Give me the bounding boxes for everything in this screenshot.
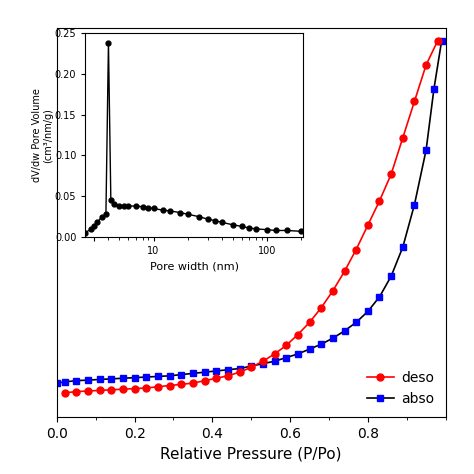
abso (62, 379, 67, 385)
Line: deso: deso (61, 37, 441, 396)
abso (85, 377, 91, 383)
deso (237, 369, 242, 375)
abso (248, 363, 254, 369)
deso (342, 268, 347, 274)
deso (213, 375, 219, 381)
abso (202, 369, 208, 375)
abso (54, 380, 60, 386)
deso (435, 38, 441, 44)
deso (377, 198, 383, 204)
deso (353, 246, 359, 252)
deso (97, 388, 102, 393)
abso (411, 202, 417, 208)
deso (167, 383, 173, 388)
deso (388, 172, 394, 177)
deso (178, 382, 184, 387)
deso (319, 305, 324, 310)
Legend: deso, abso: deso, abso (363, 367, 438, 410)
deso (62, 390, 67, 396)
abso (400, 244, 406, 250)
deso (73, 389, 79, 394)
abso (132, 375, 137, 381)
deso (120, 386, 126, 392)
abso (423, 147, 429, 153)
deso (330, 288, 336, 293)
abso (97, 377, 102, 383)
deso (283, 343, 289, 348)
abso (307, 346, 312, 352)
deso (202, 378, 208, 383)
abso (365, 309, 371, 314)
abso (330, 335, 336, 341)
abso (120, 375, 126, 381)
deso (260, 358, 266, 364)
Y-axis label: dV/dw Pore Volume
(cm³/nm/g): dV/dw Pore Volume (cm³/nm/g) (32, 88, 53, 182)
abso (237, 366, 242, 372)
abso (295, 351, 301, 357)
deso (248, 365, 254, 370)
abso (439, 38, 445, 44)
abso (319, 341, 324, 347)
deso (144, 385, 149, 391)
X-axis label: Pore width (nm): Pore width (nm) (150, 262, 239, 272)
abso (353, 319, 359, 325)
Line: abso: abso (54, 38, 445, 386)
X-axis label: Relative Pressure (P/Po): Relative Pressure (P/Po) (161, 447, 342, 461)
deso (109, 387, 114, 392)
abso (178, 372, 184, 377)
abso (167, 373, 173, 379)
abso (73, 378, 79, 383)
abso (342, 328, 347, 334)
deso (132, 386, 137, 392)
deso (272, 351, 277, 357)
abso (260, 361, 266, 366)
abso (190, 371, 196, 376)
deso (85, 388, 91, 394)
abso (225, 367, 231, 373)
abso (377, 294, 383, 300)
abso (272, 358, 277, 364)
abso (388, 273, 394, 279)
deso (411, 99, 417, 104)
deso (365, 222, 371, 228)
abso (213, 368, 219, 374)
abso (155, 374, 161, 379)
deso (155, 384, 161, 390)
deso (225, 373, 231, 379)
abso (431, 86, 437, 92)
abso (144, 374, 149, 380)
deso (190, 380, 196, 386)
deso (423, 62, 429, 68)
abso (109, 376, 114, 382)
abso (283, 355, 289, 360)
deso (307, 319, 312, 325)
deso (400, 135, 406, 141)
deso (295, 332, 301, 337)
